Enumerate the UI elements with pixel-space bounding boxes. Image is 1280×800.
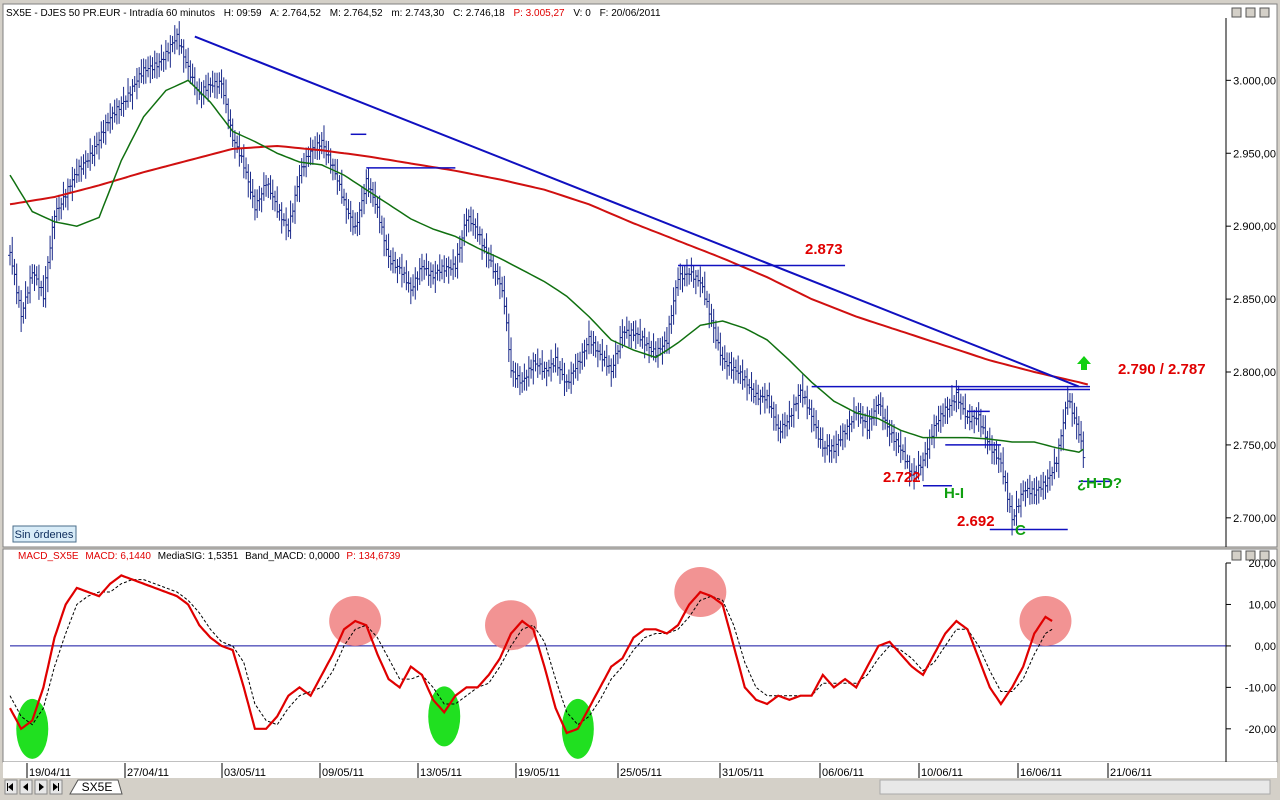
date-label: 03/05/11 — [224, 767, 266, 779]
price-tick-label: 2.800,00 — [1233, 367, 1276, 379]
peak-highlight — [1019, 596, 1072, 647]
annotation-label: 2.873 — [805, 241, 843, 258]
macd-tick-label: 0,00 — [1255, 641, 1276, 653]
minimize-icon[interactable] — [1231, 7, 1242, 18]
last-page-icon — [53, 783, 59, 791]
close-icon[interactable] — [1259, 7, 1270, 18]
sin-ordenes-button[interactable]: Sin órdenes — [12, 525, 77, 543]
price-tick-label: 2.700,00 — [1233, 513, 1276, 525]
date-label: 25/05/11 — [620, 767, 662, 779]
macd-y-ticks: -20,00 -10,00 0,00 10,00 20,00 — [10, 558, 1276, 736]
macd-close-icon[interactable] — [1259, 550, 1270, 561]
sma-slow-line — [9, 144, 1089, 386]
macd-window-buttons — [1231, 550, 1270, 561]
macd-maximize-icon[interactable] — [1245, 550, 1256, 561]
annotation-lines — [194, 35, 1113, 531]
date-label: 09/05/11 — [322, 767, 364, 779]
date-label: 31/05/11 — [722, 767, 764, 779]
macd-tick-label: -20,00 — [1245, 724, 1276, 736]
annotation-label: 2.722 — [883, 469, 921, 486]
date-label: 06/06/11 — [822, 767, 864, 779]
sin-ordenes-box — [12, 525, 77, 543]
macd-tick-label: -10,00 — [1245, 682, 1276, 694]
moving-averages — [9, 79, 1089, 453]
macd-header: MACD_SX5E MACD: 6,1440 MediaSIG: 1,5351 … — [18, 551, 401, 562]
annotation-label: C — [1015, 522, 1026, 539]
date-label: 13/05/11 — [420, 767, 462, 779]
price-tick-label: 2.850,00 — [1233, 294, 1276, 306]
signal-line — [9, 579, 1053, 726]
date-label: 21/06/11 — [1110, 767, 1152, 779]
macd-panel-bg — [2, 548, 1278, 763]
sheet-tab-label: SX5E — [82, 780, 113, 794]
date-label: 16/06/11 — [1020, 767, 1062, 779]
annotation-label: H-I — [944, 485, 964, 502]
bottom-nav: SX5E — [3, 778, 1277, 796]
price-tick-label: 2.950,00 — [1233, 148, 1276, 160]
price-tick-label: 2.750,00 — [1233, 440, 1276, 452]
sheet-tab[interactable] — [69, 779, 123, 795]
horizontal-scrollbar[interactable] — [879, 779, 1271, 795]
date-labels: 19/04/11 27/04/11 03/05/11 09/05/11 13/05/11… — [26, 763, 1152, 779]
macd-lines — [9, 574, 1053, 735]
trendline — [194, 35, 1080, 388]
peak-highlight — [485, 600, 538, 651]
maximize-icon[interactable] — [1245, 7, 1256, 18]
date-axis-bg — [3, 762, 1277, 778]
macd-tick-label: 10,00 — [1248, 599, 1276, 611]
date-label: 27/04/11 — [127, 767, 169, 779]
annotation-label: ¿H-D? — [1077, 475, 1122, 492]
sma-fast-line — [9, 79, 1084, 453]
annotation-label: 2.790 / 2.787 — [1118, 361, 1206, 378]
price-bars — [8, 21, 1086, 536]
prev-page-icon — [23, 783, 28, 791]
macd-panel: MACD_SX5E MACD: 6,1440 MediaSIG: 1,5351 … — [2, 548, 1278, 763]
date-label: 19/05/11 — [518, 767, 560, 779]
trough-highlight — [16, 698, 49, 759]
macd-tick-label: 20,00 — [1248, 558, 1276, 570]
price-y-ticks: 2.700,00 2.750,00 2.800,00 2.850,00 2.900,00… — [1226, 75, 1276, 525]
first-page-icon — [7, 783, 13, 791]
annotations: 2.873 2.790 / 2.787 2.722 H-I 2.692 C ¿H-D? — [805, 241, 1206, 539]
price-panel: SX5E - DJES 50 PR.EUR - Intradía 60 minu… — [2, 3, 1278, 548]
annotation-label: 2.692 — [957, 513, 995, 530]
price-window-buttons — [1231, 7, 1270, 18]
macd-line — [9, 574, 1053, 735]
price-tick-label: 2.900,00 — [1233, 221, 1276, 233]
price-header: SX5E - DJES 50 PR.EUR - Intradía 60 minu… — [6, 8, 661, 19]
date-label: 10/06/11 — [921, 767, 963, 779]
sin-ordenes-label: Sin órdenes — [15, 529, 74, 541]
up-arrow-icon — [1077, 356, 1091, 370]
next-page-icon — [39, 783, 44, 791]
macd-minimize-icon[interactable] — [1231, 550, 1242, 561]
price-tick-label: 3.000,00 — [1233, 75, 1276, 87]
date-axis: 19/04/11 27/04/11 03/05/11 09/05/11 13/05/11… — [3, 762, 1277, 779]
date-label: 19/04/11 — [29, 767, 71, 779]
